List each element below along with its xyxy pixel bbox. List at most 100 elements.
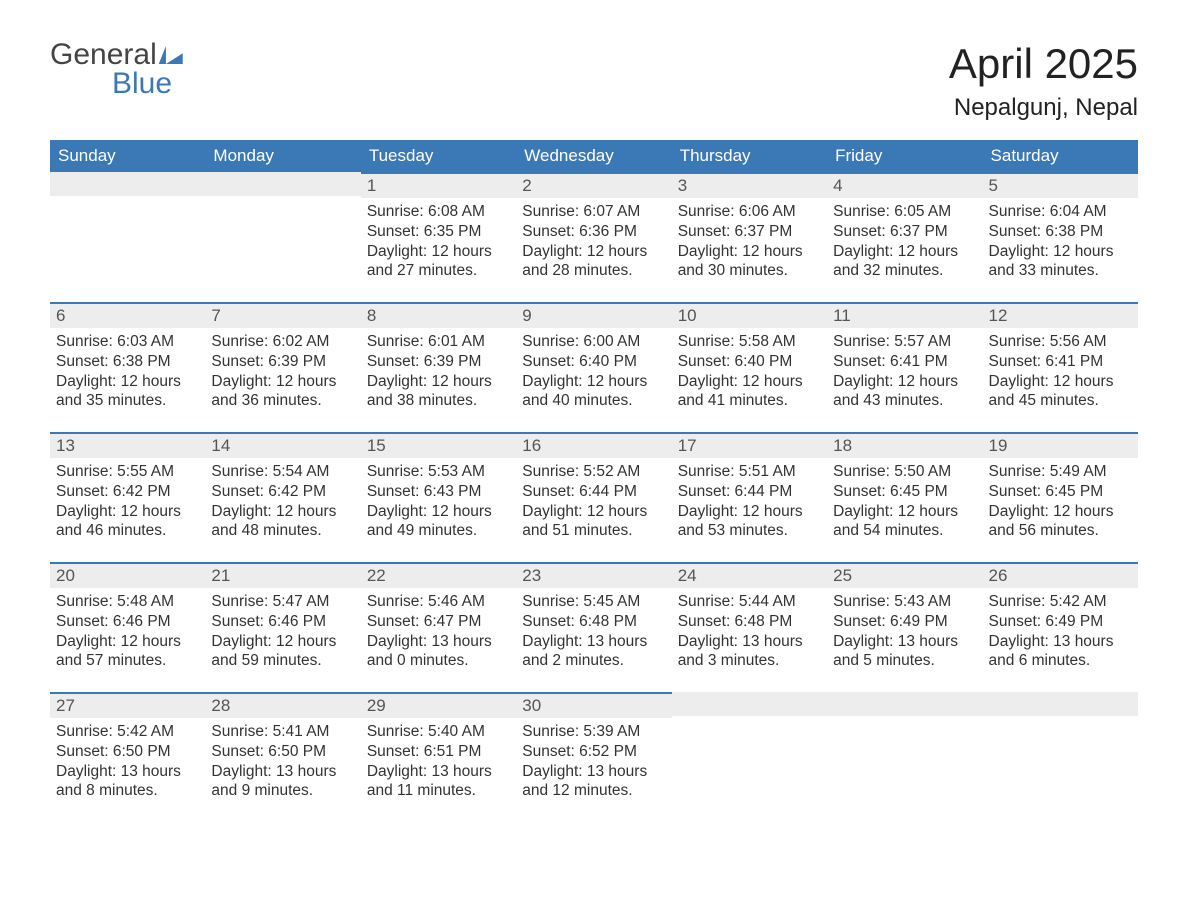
daylight-text: Daylight: 12 hours and 46 minutes. (56, 502, 199, 542)
calendar-cell: 23Sunrise: 5:45 AMSunset: 6:48 PMDayligh… (516, 562, 671, 692)
weekday-header: Thursday (672, 140, 827, 172)
day-body: Sunrise: 5:41 AMSunset: 6:50 PMDaylight:… (205, 718, 360, 805)
sunrise-text: Sunrise: 5:49 AM (989, 462, 1132, 482)
day-body: Sunrise: 5:56 AMSunset: 6:41 PMDaylight:… (983, 328, 1138, 415)
day-number: 9 (516, 302, 671, 328)
weekday-header: Sunday (50, 140, 205, 172)
day-body: Sunrise: 6:08 AMSunset: 6:35 PMDaylight:… (361, 198, 516, 285)
calendar-week-row: 13Sunrise: 5:55 AMSunset: 6:42 PMDayligh… (50, 432, 1138, 562)
day-body-empty (827, 716, 982, 846)
sunrise-text: Sunrise: 5:42 AM (989, 592, 1132, 612)
weekday-header: Tuesday (361, 140, 516, 172)
calendar-cell: 17Sunrise: 5:51 AMSunset: 6:44 PMDayligh… (672, 432, 827, 562)
day-number-bar-empty (50, 172, 205, 196)
day-body: Sunrise: 6:06 AMSunset: 6:37 PMDaylight:… (672, 198, 827, 285)
sunrise-text: Sunrise: 6:04 AM (989, 202, 1132, 222)
sunset-text: Sunset: 6:40 PM (678, 352, 821, 372)
daylight-text: Daylight: 12 hours and 40 minutes. (522, 372, 665, 412)
calendar-cell: 7Sunrise: 6:02 AMSunset: 6:39 PMDaylight… (205, 302, 360, 432)
calendar-cell: 4Sunrise: 6:05 AMSunset: 6:37 PMDaylight… (827, 172, 982, 302)
sunset-text: Sunset: 6:41 PM (833, 352, 976, 372)
day-number: 17 (672, 432, 827, 458)
calendar-cell: 27Sunrise: 5:42 AMSunset: 6:50 PMDayligh… (50, 692, 205, 822)
daylight-text: Daylight: 13 hours and 9 minutes. (211, 762, 354, 802)
daylight-text: Daylight: 12 hours and 30 minutes. (678, 242, 821, 282)
weekday-header: Monday (205, 140, 360, 172)
daylight-text: Daylight: 12 hours and 36 minutes. (211, 372, 354, 412)
day-body: Sunrise: 5:49 AMSunset: 6:45 PMDaylight:… (983, 458, 1138, 545)
day-body: Sunrise: 6:05 AMSunset: 6:37 PMDaylight:… (827, 198, 982, 285)
calendar-cell: 20Sunrise: 5:48 AMSunset: 6:46 PMDayligh… (50, 562, 205, 692)
day-number: 3 (672, 172, 827, 198)
calendar-cell: 28Sunrise: 5:41 AMSunset: 6:50 PMDayligh… (205, 692, 360, 822)
calendar-body: 1Sunrise: 6:08 AMSunset: 6:35 PMDaylight… (50, 172, 1138, 822)
calendar-cell: 19Sunrise: 5:49 AMSunset: 6:45 PMDayligh… (983, 432, 1138, 562)
daylight-text: Daylight: 12 hours and 43 minutes. (833, 372, 976, 412)
sunset-text: Sunset: 6:38 PM (989, 222, 1132, 242)
calendar-cell: 25Sunrise: 5:43 AMSunset: 6:49 PMDayligh… (827, 562, 982, 692)
sunset-text: Sunset: 6:45 PM (989, 482, 1132, 502)
calendar-cell: 8Sunrise: 6:01 AMSunset: 6:39 PMDaylight… (361, 302, 516, 432)
sunset-text: Sunset: 6:46 PM (56, 612, 199, 632)
day-number: 29 (361, 692, 516, 718)
sunrise-text: Sunrise: 5:51 AM (678, 462, 821, 482)
daylight-text: Daylight: 12 hours and 59 minutes. (211, 632, 354, 672)
calendar-table: SundayMondayTuesdayWednesdayThursdayFrid… (50, 140, 1138, 822)
day-body: Sunrise: 6:04 AMSunset: 6:38 PMDaylight:… (983, 198, 1138, 285)
sunrise-text: Sunrise: 5:57 AM (833, 332, 976, 352)
calendar-cell: 13Sunrise: 5:55 AMSunset: 6:42 PMDayligh… (50, 432, 205, 562)
weekday-header: Saturday (983, 140, 1138, 172)
sunrise-text: Sunrise: 6:07 AM (522, 202, 665, 222)
weekday-header: Friday (827, 140, 982, 172)
sunrise-text: Sunrise: 6:06 AM (678, 202, 821, 222)
calendar-cell: 9Sunrise: 6:00 AMSunset: 6:40 PMDaylight… (516, 302, 671, 432)
calendar-cell: 6Sunrise: 6:03 AMSunset: 6:38 PMDaylight… (50, 302, 205, 432)
sunrise-text: Sunrise: 6:05 AM (833, 202, 976, 222)
calendar-cell: 11Sunrise: 5:57 AMSunset: 6:41 PMDayligh… (827, 302, 982, 432)
calendar-cell: 10Sunrise: 5:58 AMSunset: 6:40 PMDayligh… (672, 302, 827, 432)
daylight-text: Daylight: 12 hours and 32 minutes. (833, 242, 976, 282)
daylight-text: Daylight: 13 hours and 8 minutes. (56, 762, 199, 802)
sunrise-text: Sunrise: 5:39 AM (522, 722, 665, 742)
day-body: Sunrise: 5:44 AMSunset: 6:48 PMDaylight:… (672, 588, 827, 675)
calendar-cell: 12Sunrise: 5:56 AMSunset: 6:41 PMDayligh… (983, 302, 1138, 432)
calendar-cell (827, 692, 982, 822)
daylight-text: Daylight: 12 hours and 27 minutes. (367, 242, 510, 282)
calendar-cell: 22Sunrise: 5:46 AMSunset: 6:47 PMDayligh… (361, 562, 516, 692)
sunset-text: Sunset: 6:38 PM (56, 352, 199, 372)
calendar-cell: 16Sunrise: 5:52 AMSunset: 6:44 PMDayligh… (516, 432, 671, 562)
day-number: 25 (827, 562, 982, 588)
sunrise-text: Sunrise: 5:52 AM (522, 462, 665, 482)
sunrise-text: Sunrise: 5:56 AM (989, 332, 1132, 352)
sunset-text: Sunset: 6:47 PM (367, 612, 510, 632)
day-body: Sunrise: 6:03 AMSunset: 6:38 PMDaylight:… (50, 328, 205, 415)
logo-flag-icon (159, 46, 183, 64)
day-body: Sunrise: 5:51 AMSunset: 6:44 PMDaylight:… (672, 458, 827, 545)
sunrise-text: Sunrise: 5:58 AM (678, 332, 821, 352)
day-number: 22 (361, 562, 516, 588)
day-body: Sunrise: 5:40 AMSunset: 6:51 PMDaylight:… (361, 718, 516, 805)
day-body: Sunrise: 5:47 AMSunset: 6:46 PMDaylight:… (205, 588, 360, 675)
day-body: Sunrise: 5:42 AMSunset: 6:49 PMDaylight:… (983, 588, 1138, 675)
day-body: Sunrise: 5:43 AMSunset: 6:49 PMDaylight:… (827, 588, 982, 675)
day-number: 24 (672, 562, 827, 588)
day-number: 30 (516, 692, 671, 718)
daylight-text: Daylight: 12 hours and 35 minutes. (56, 372, 199, 412)
sunrise-text: Sunrise: 6:03 AM (56, 332, 199, 352)
sunset-text: Sunset: 6:40 PM (522, 352, 665, 372)
sunset-text: Sunset: 6:49 PM (833, 612, 976, 632)
calendar-week-row: 6Sunrise: 6:03 AMSunset: 6:38 PMDaylight… (50, 302, 1138, 432)
calendar-cell: 15Sunrise: 5:53 AMSunset: 6:43 PMDayligh… (361, 432, 516, 562)
sunset-text: Sunset: 6:48 PM (522, 612, 665, 632)
sunset-text: Sunset: 6:50 PM (56, 742, 199, 762)
daylight-text: Daylight: 12 hours and 41 minutes. (678, 372, 821, 412)
sunrise-text: Sunrise: 5:54 AM (211, 462, 354, 482)
day-number-bar-empty (205, 172, 360, 196)
daylight-text: Daylight: 12 hours and 56 minutes. (989, 502, 1132, 542)
daylight-text: Daylight: 12 hours and 51 minutes. (522, 502, 665, 542)
sunrise-text: Sunrise: 5:50 AM (833, 462, 976, 482)
sunset-text: Sunset: 6:36 PM (522, 222, 665, 242)
daylight-text: Daylight: 12 hours and 33 minutes. (989, 242, 1132, 282)
sunrise-text: Sunrise: 5:55 AM (56, 462, 199, 482)
sunset-text: Sunset: 6:51 PM (367, 742, 510, 762)
